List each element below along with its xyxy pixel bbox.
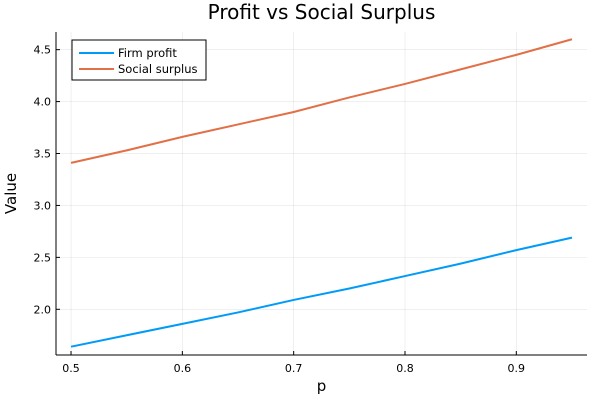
- legend-label-firm-profit: Firm profit: [118, 46, 177, 60]
- axes: [55, 32, 587, 356]
- x-tick-label: 0.5: [62, 362, 80, 375]
- y-tick-label: 3.0: [34, 199, 52, 212]
- y-tick-label: 4.0: [34, 96, 52, 109]
- chart-title: Profit vs Social Surplus: [208, 0, 436, 24]
- y-tick-label: 2.0: [34, 303, 52, 316]
- series-lines: [70, 38, 573, 348]
- y-tick-label: 2.5: [34, 251, 52, 264]
- x-axis-title: p: [317, 377, 327, 395]
- y-ticks: 2.0 2.5 3.0 3.5 4.0 4.5: [34, 44, 60, 316]
- series-line-social-surplus: [70, 38, 573, 164]
- x-tick-label: 0.8: [396, 362, 414, 375]
- y-axis-title: Value: [2, 173, 20, 214]
- y-tick-label: 4.5: [34, 44, 52, 57]
- legend-box: [71, 39, 207, 81]
- x-tick-label: 0.7: [285, 362, 303, 375]
- legend-label-social-surplus: Social surplus: [118, 62, 198, 76]
- legend: Firm profit Social surplus: [71, 39, 207, 81]
- series-line-firm-profit: [70, 236, 573, 348]
- x-ticks: 0.5 0.6 0.7 0.8 0.9: [62, 351, 525, 375]
- x-tick-label: 0.6: [174, 362, 192, 375]
- y-tick-label: 3.5: [34, 148, 52, 161]
- x-tick-label: 0.9: [508, 362, 526, 375]
